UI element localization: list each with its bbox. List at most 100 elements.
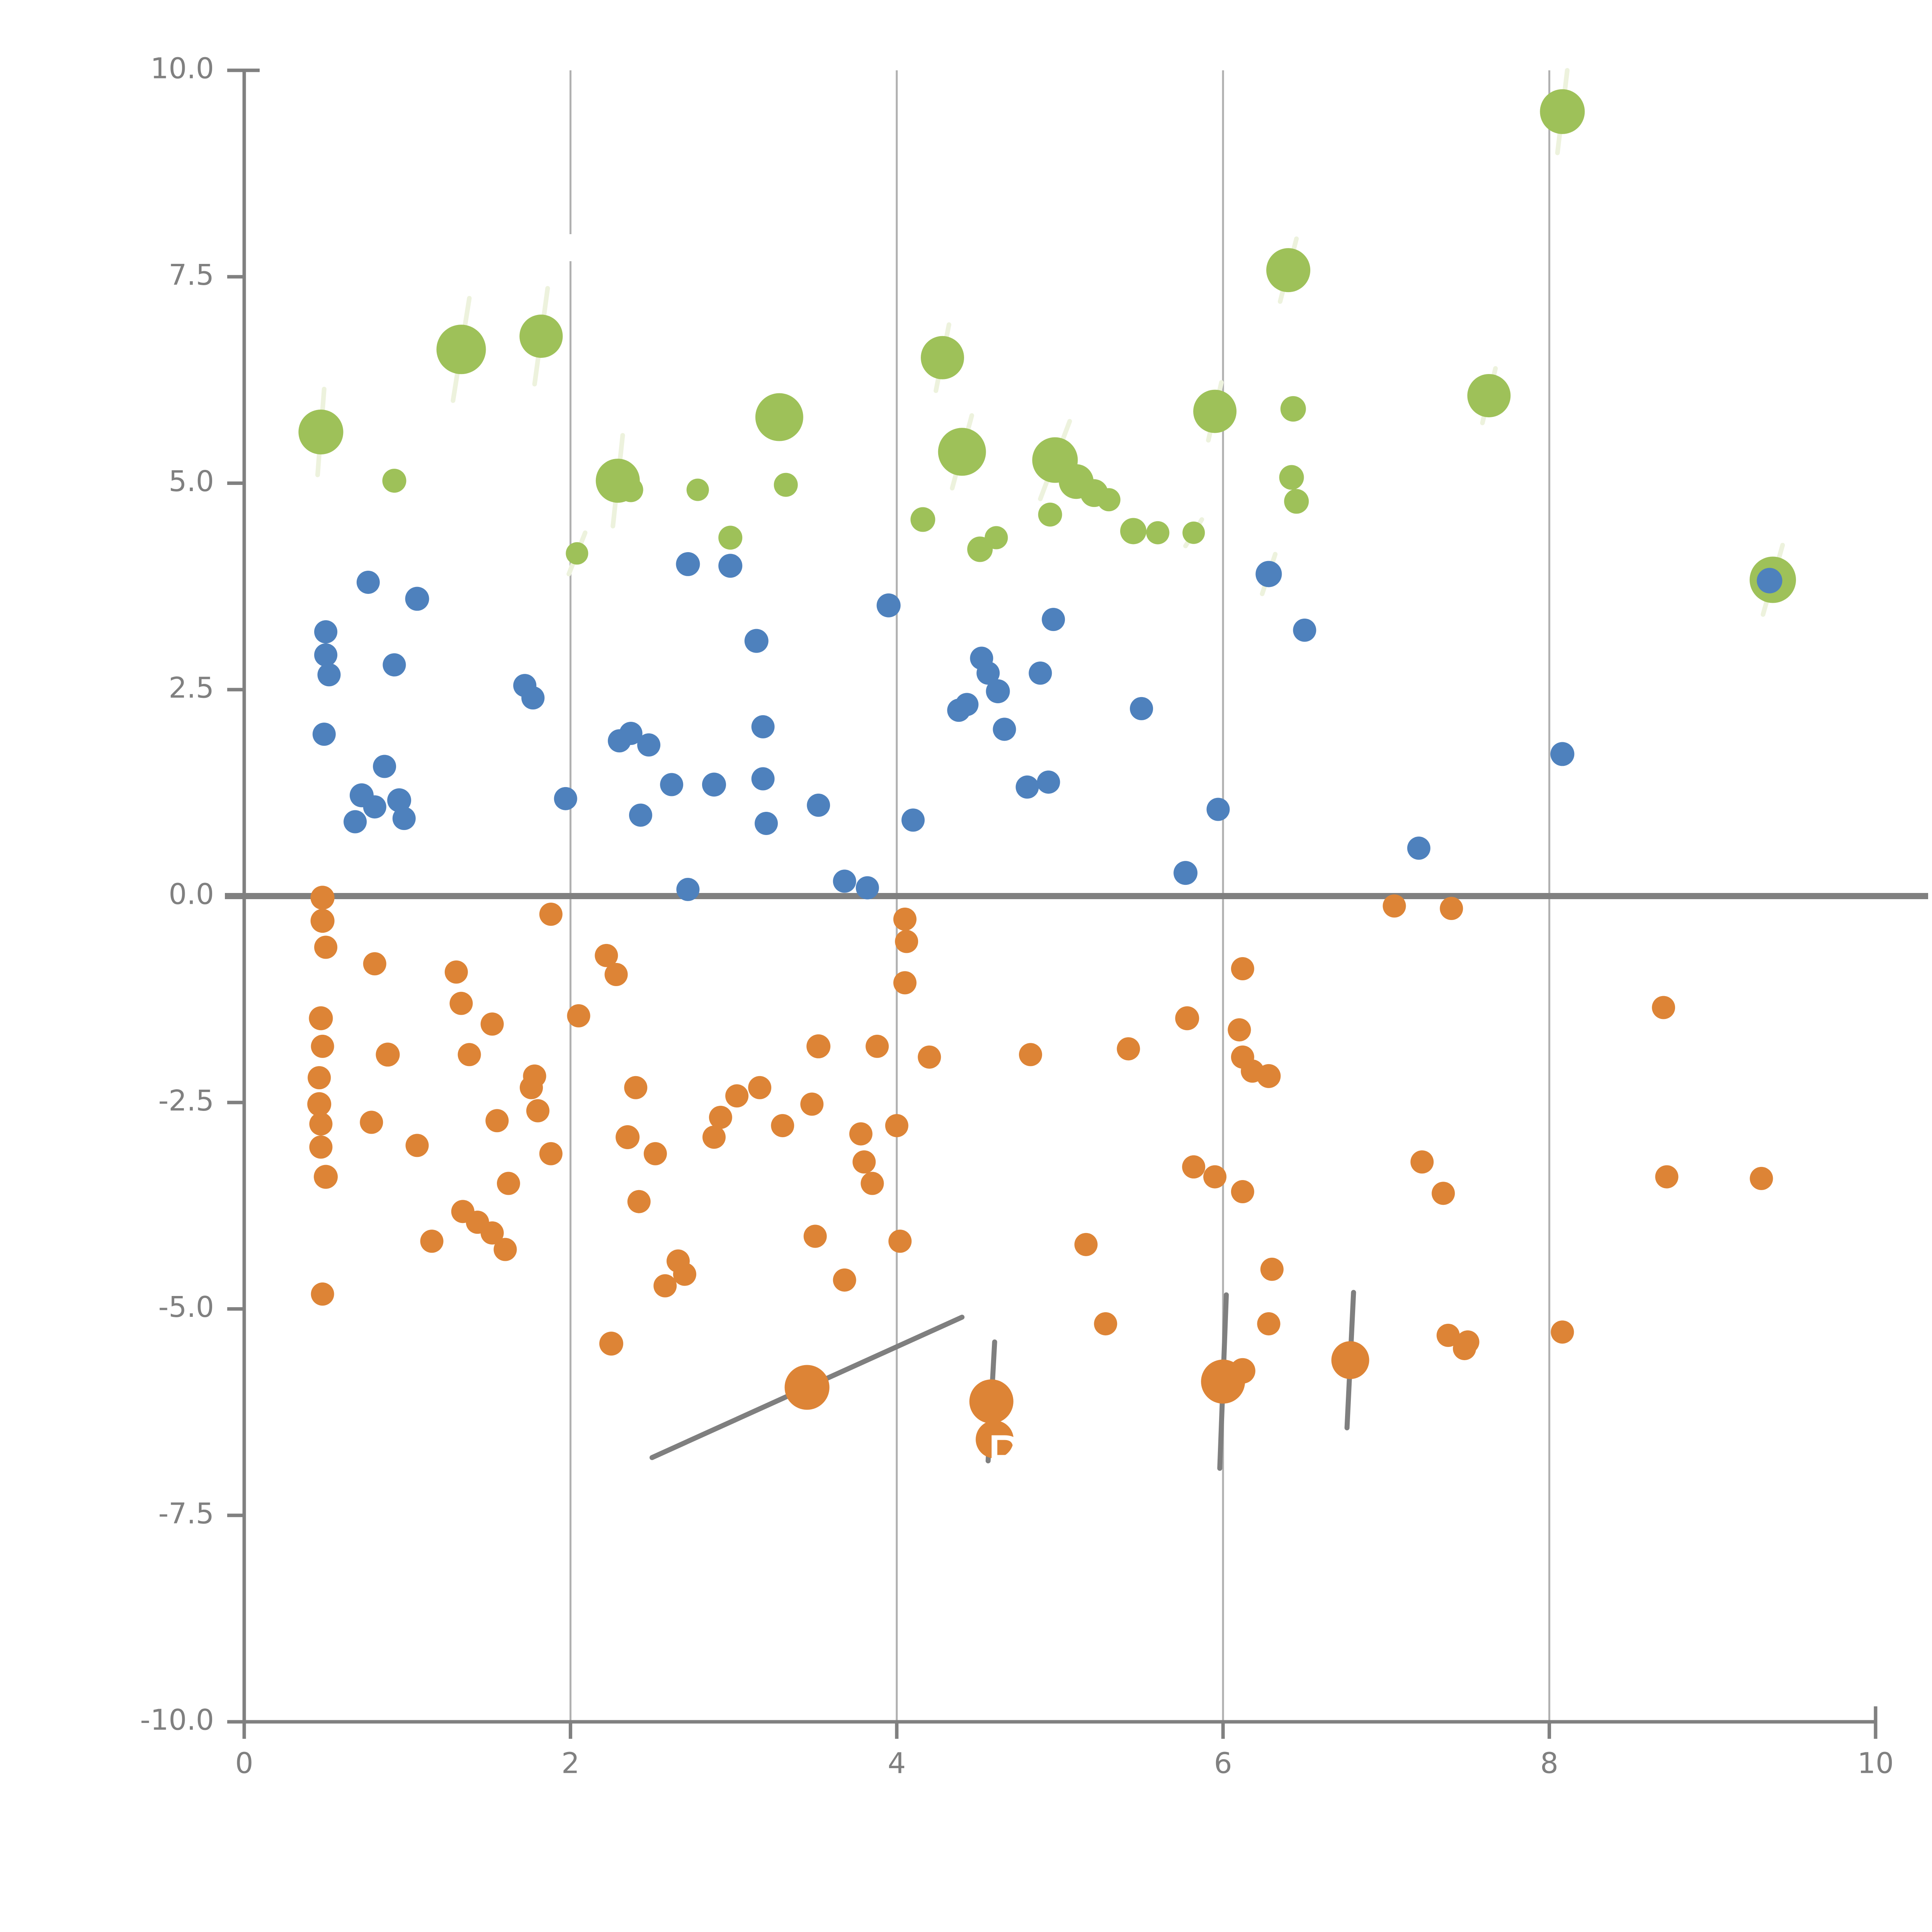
data-point-green: [718, 526, 743, 550]
data-point-blue: [807, 793, 830, 817]
data-point-blue: [373, 755, 396, 778]
data-point-blue: [1550, 742, 1575, 766]
data-point-orange: [643, 1142, 667, 1165]
data-point-blue: [363, 795, 386, 819]
data-point-green: [1120, 518, 1146, 544]
data-point-blue: [1015, 775, 1039, 799]
data-point-blue: [344, 810, 367, 833]
data-point-orange: [311, 1282, 334, 1306]
data-point-blue: [619, 722, 643, 745]
data-point-blue: [976, 662, 1000, 685]
x-tick-label: 0: [235, 1747, 253, 1780]
data-point-orange: [616, 1125, 640, 1150]
data-point-orange: [800, 1092, 824, 1116]
data-point-blue: [387, 788, 412, 813]
data-point-green: [1266, 248, 1311, 293]
data-point-green: [382, 469, 406, 493]
data-point-orange: [624, 1076, 648, 1099]
data-point-orange: [861, 1172, 884, 1195]
data-point-orange: [1440, 897, 1463, 920]
data-point-orange: [1331, 1341, 1369, 1379]
data-point-blue: [554, 787, 577, 810]
data-point-orange: [803, 1225, 827, 1248]
data-point-orange: [1203, 1165, 1227, 1189]
data-point-blue: [317, 663, 341, 687]
data-point-orange: [480, 1012, 504, 1036]
data-point-orange: [457, 1043, 481, 1066]
data-point-orange: [806, 1034, 831, 1058]
data-point-blue: [955, 693, 979, 716]
data-point-orange: [595, 944, 618, 967]
data-point-orange: [1432, 1182, 1455, 1205]
data-point-green: [298, 410, 344, 455]
x-tick-label: 8: [1540, 1747, 1558, 1780]
y-tick-label: 10.0: [150, 52, 214, 85]
data-point-orange: [449, 992, 473, 1015]
data-point-blue: [1407, 837, 1430, 860]
annotation-label: R: [986, 1424, 1026, 1492]
data-point-orange: [852, 1150, 876, 1174]
data-point-blue: [751, 715, 775, 738]
y-tick-label: 2.5: [168, 671, 214, 704]
data-point-orange: [1652, 996, 1675, 1019]
data-point-green: [910, 507, 935, 532]
data-point-orange: [849, 1122, 872, 1146]
data-point-orange: [1231, 1180, 1254, 1204]
data-point-green: [436, 325, 486, 374]
data-point-orange: [627, 1190, 651, 1213]
data-point-blue: [1130, 697, 1153, 720]
data-point-orange: [363, 952, 386, 976]
data-point-orange: [539, 1142, 563, 1165]
data-points: [298, 89, 1796, 1459]
data-point-blue: [356, 570, 380, 594]
data-point-orange: [1231, 957, 1254, 981]
data-point-green: [1097, 488, 1121, 512]
x-tick-label: 2: [561, 1747, 580, 1780]
data-point-blue: [392, 807, 416, 830]
data-point-green: [1279, 465, 1304, 490]
data-point-green: [618, 477, 643, 502]
data-point-orange: [526, 1099, 549, 1122]
data-point-blue: [744, 629, 769, 653]
data-point-orange: [833, 1268, 856, 1292]
data-point-blue: [521, 686, 545, 710]
data-point-blue: [751, 767, 775, 791]
data-point-blue: [314, 620, 338, 644]
data-point-blue: [755, 811, 778, 835]
data-point-blue: [1029, 662, 1052, 685]
data-point-orange: [314, 1165, 338, 1189]
data-point-orange: [376, 1043, 400, 1067]
y-tick-label: 5.0: [168, 465, 214, 498]
data-point-green: [686, 478, 709, 501]
data-point-orange: [1117, 1037, 1140, 1061]
data-point-green: [774, 473, 798, 497]
data-point-green: [1182, 521, 1205, 544]
data-point-orange: [523, 1064, 546, 1088]
data-point-orange: [1436, 1323, 1460, 1347]
data-point-orange: [1257, 1064, 1281, 1088]
data-point-orange: [893, 907, 917, 931]
data-point-orange: [885, 1114, 908, 1138]
data-point-blue: [1757, 568, 1782, 594]
data-point-orange: [866, 1034, 889, 1058]
y-tick-label: -10.0: [140, 1704, 214, 1737]
data-point-green: [1193, 389, 1237, 433]
data-point-orange: [309, 1112, 333, 1136]
data-point-orange: [310, 909, 335, 933]
data-point-blue: [1037, 770, 1060, 794]
x-tick-label: 6: [1214, 1747, 1232, 1780]
x-tick-label: 10: [1857, 1747, 1894, 1780]
y-tick-label: -2.5: [158, 1084, 214, 1117]
data-point-orange: [539, 903, 563, 926]
data-point-green: [755, 393, 803, 441]
data-point-orange: [310, 886, 335, 910]
data-point-orange: [771, 1114, 794, 1138]
data-point-blue: [718, 554, 743, 578]
data-point-blue: [660, 773, 684, 796]
data-point-blue: [629, 803, 652, 827]
data-point-blue: [1255, 561, 1282, 587]
data-point-orange: [599, 1332, 623, 1356]
data-point-orange: [604, 963, 628, 986]
data-point-orange: [308, 1066, 331, 1090]
